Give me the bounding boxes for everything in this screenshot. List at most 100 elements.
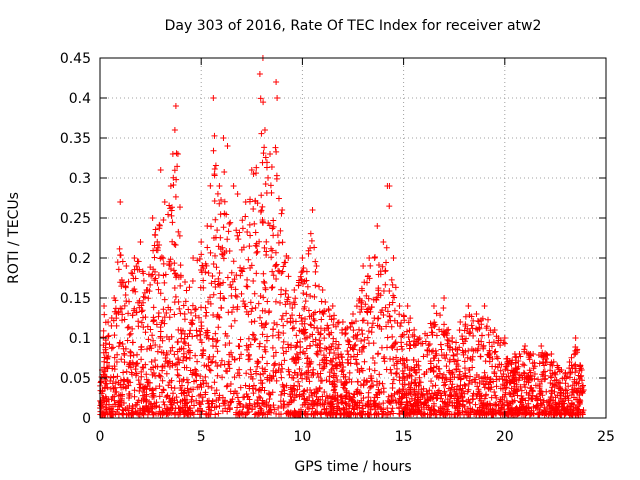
data-point [200,346,207,353]
data-point [442,355,449,362]
data-point [552,405,559,412]
data-point [111,354,118,361]
data-point [530,351,537,357]
data-point [356,326,363,333]
data-point [312,282,319,289]
data-point [227,219,234,226]
data-point [444,408,451,415]
data-point [260,294,267,301]
data-point [219,374,226,381]
data-point [211,171,218,178]
data-point [454,357,461,364]
data-point [129,287,136,294]
data-point [346,396,353,403]
data-point [167,306,174,313]
data-point [405,319,412,326]
data-point [210,147,217,154]
data-point [289,325,296,332]
data-point [270,272,277,279]
data-point [418,340,425,347]
data-point [522,343,529,349]
data-point [573,380,580,387]
data-point [154,244,161,251]
data-point [483,410,490,417]
data-point [175,228,182,235]
axis-ticks [99,57,607,419]
data-point [150,369,157,376]
data-point [430,410,437,417]
data-point [226,247,233,254]
data-point [453,361,460,368]
data-point [279,344,286,351]
data-point [443,351,450,358]
data-point [420,385,427,392]
data-point [329,340,336,347]
data-point [239,409,246,416]
data-point [273,275,280,282]
data-point [150,304,157,311]
data-point [405,334,412,341]
data-point [252,403,259,410]
data-point [211,132,218,139]
data-point [183,392,190,399]
data-point [285,344,292,351]
data-point [316,361,323,368]
data-point [358,327,365,334]
data-point [515,409,522,416]
data-point [212,162,219,169]
data-point [175,355,182,362]
data-point [130,352,137,359]
data-point [308,237,315,244]
data-point [101,397,108,404]
data-point [386,183,393,189]
data-point [152,373,159,380]
data-point [350,353,357,360]
data-point [539,392,546,399]
data-point [269,284,276,291]
data-point [380,239,387,245]
data-point [169,151,176,157]
data-point [175,411,182,418]
data-point [435,357,442,364]
data-point [122,283,129,290]
data-point [119,393,126,400]
data-point [328,404,335,411]
data-point [237,272,244,279]
data-point [261,144,268,151]
data-point [456,327,463,334]
data-point [189,302,196,309]
data-point [232,292,239,299]
data-point [332,355,339,362]
data-point [185,306,192,313]
data-point [497,409,504,416]
data-point [153,321,160,328]
data-point [437,312,444,319]
data-point [430,368,437,375]
data-point [176,204,183,211]
data-point [375,262,382,269]
data-point [208,280,215,287]
data-point [221,400,228,407]
data-point [288,396,295,403]
data-point [490,411,497,418]
data-point [404,363,411,370]
data-point [553,376,560,383]
data-point [390,376,397,383]
data-point [321,405,328,412]
data-point [317,340,324,347]
data-point [156,383,163,390]
data-point [307,230,314,237]
data-point [518,393,525,400]
data-point [302,329,309,336]
data-point [280,404,287,411]
data-point [198,269,205,276]
data-point [194,257,201,264]
data-point [414,396,421,403]
data-point [359,317,366,324]
data-point [161,363,168,370]
data-point [478,321,485,328]
data-point [568,354,575,361]
data-point [256,238,263,245]
data-point [368,303,375,310]
data-point [384,411,391,418]
